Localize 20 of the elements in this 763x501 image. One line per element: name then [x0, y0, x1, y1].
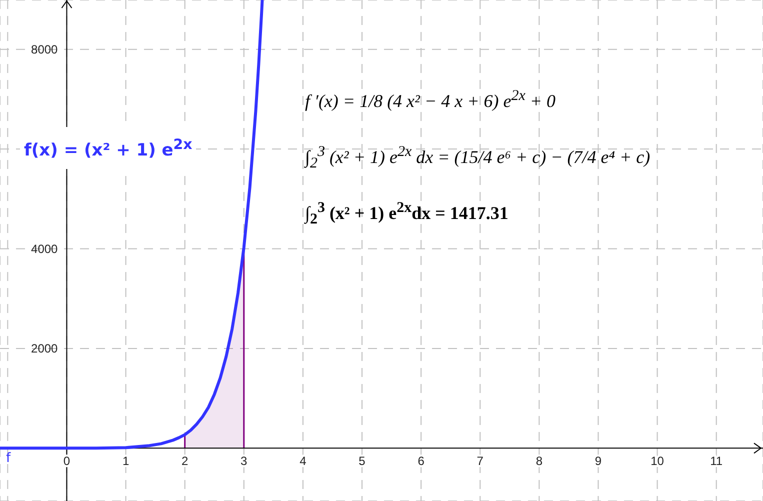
x-tick-label: 9	[594, 454, 602, 468]
x-tick-label: 4	[300, 454, 307, 468]
x-tick-label: 8	[536, 454, 543, 468]
x-tick-label: 6	[418, 454, 425, 468]
x-tick-label: 2	[182, 454, 188, 468]
x-tick-label: 7	[476, 454, 484, 468]
x-tick-label: 1	[122, 454, 130, 468]
y-tick-label: 2000	[31, 341, 58, 356]
annotation: ∫$_{2}$$^{3}$ (x² + 1) e$^{2x}$ dx = (15/4 e⁶ + c) − (7/4 e⁴ + c)	[305, 143, 650, 174]
y-tick-label: 8000	[31, 42, 58, 56]
x-tick-label: 5	[358, 454, 366, 468]
x-tick-label: 10	[650, 454, 664, 468]
y-tick-label: 4000	[31, 242, 58, 256]
x-tick-label: 3	[240, 454, 248, 468]
annotation: ∫$_{2}$$^{3}$ (x² + 1) e$^{2x}$dx = 1417.31	[305, 199, 508, 230]
annotation: f ′(x) = 1/8 (4 x² − 4 x + 6) e$^{2x}$ + 0	[305, 87, 556, 113]
annotation: f(x) = (x² + 1) e$^{2x}$	[20, 127, 196, 169]
series-label: f	[6, 451, 11, 466]
x-tick-label: 11	[710, 454, 723, 468]
line-series	[0, 0, 264, 450]
